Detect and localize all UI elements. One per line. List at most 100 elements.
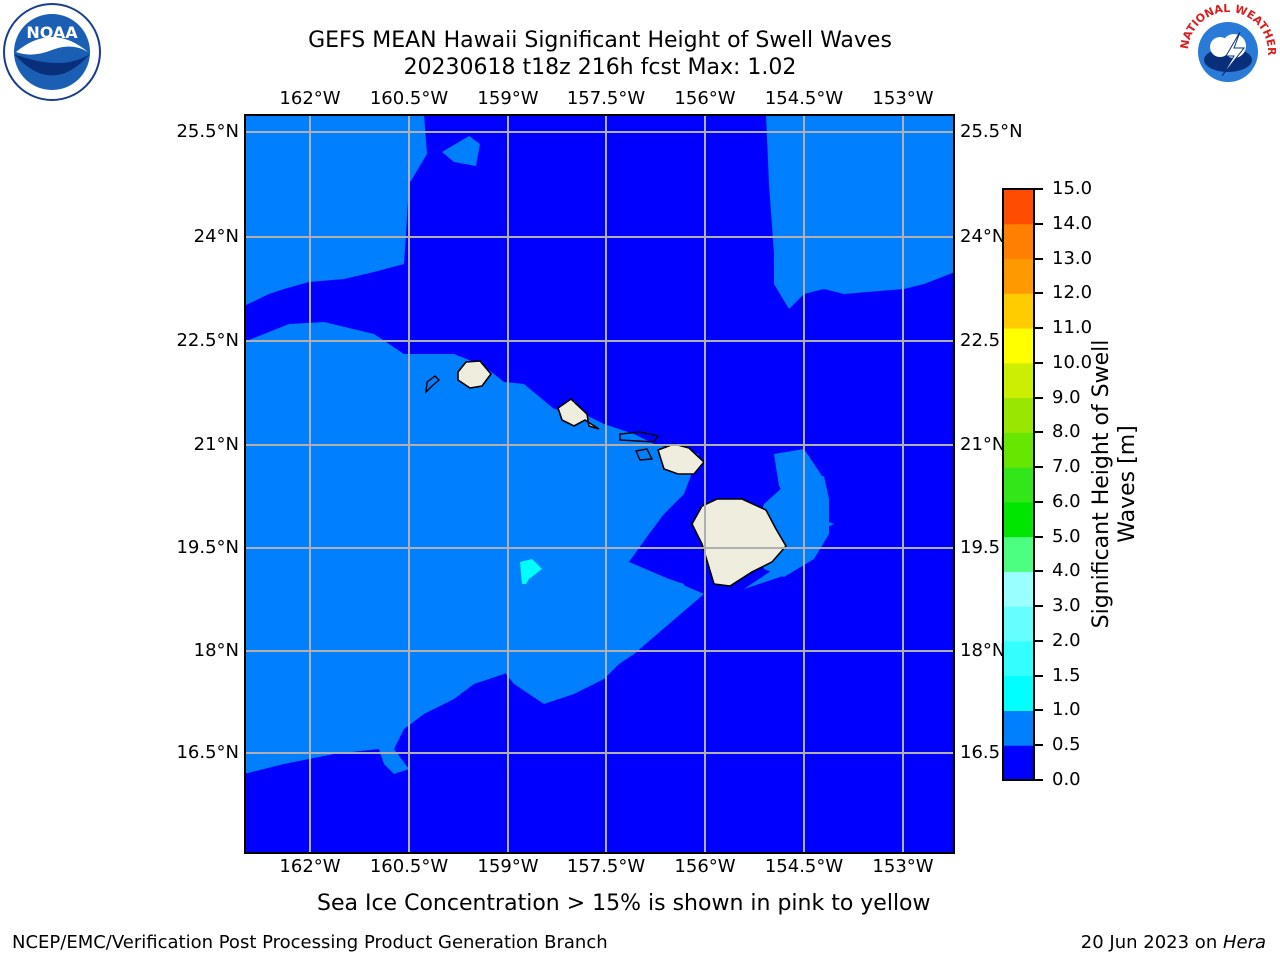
lat-label-right: 19.5: [960, 537, 1001, 558]
colorbar-swatch: [1003, 362, 1034, 399]
noaa-logo: NOAA: [3, 3, 101, 101]
lat-label-left: 18°N: [193, 640, 239, 661]
colorbar-tick-mark: [1035, 709, 1043, 712]
map-subtitle: 20230618 t18z 216h fcst Max: 1.02: [403, 55, 797, 80]
map-frame: [244, 114, 955, 854]
swell-map: [244, 114, 955, 854]
lat-label-right: 24°N: [960, 226, 1006, 247]
lon-label-bottom: 157.5°W: [566, 856, 646, 877]
colorbar-tick-label: 12.0: [1052, 282, 1093, 304]
colorbar-tick-label: 9.0: [1052, 386, 1081, 408]
colorbar-tick-mark: [1035, 361, 1043, 364]
colorbar-tick-label: 0.0: [1052, 769, 1081, 790]
colorbar-tick-mark: [1035, 779, 1043, 781]
swell-strip-south: [244, 564, 689, 704]
colorbar-tick-label: 2.0: [1052, 629, 1081, 651]
colorbar-tick-label: 5.0: [1052, 525, 1081, 547]
map-title: GEFS MEAN Hawaii Significant Height of S…: [308, 28, 892, 53]
sea-ice-note: Sea Ice Concentration > 15% is shown in …: [317, 891, 931, 916]
lon-label-top: 159°W: [477, 88, 539, 109]
cyan-patch: [520, 559, 542, 584]
colorbar-tick-mark: [1035, 605, 1043, 608]
colorbar-swatch: [1003, 258, 1034, 294]
lat-label-right: 22.5: [960, 330, 1001, 351]
island-oahu: [557, 397, 600, 430]
colorbar-swatch: [1003, 606, 1034, 642]
colorbar-tick-mark: [1035, 222, 1043, 225]
colorbar-frame: [1002, 188, 1035, 781]
colorbar-tick-label: 7.0: [1052, 456, 1081, 478]
island-lanai: [634, 448, 654, 461]
colorbar-swatch: [1003, 397, 1034, 433]
lon-label-bottom: 160.5°W: [369, 856, 449, 877]
lat-label-right: 16.5: [960, 742, 1001, 763]
colorbar-tick-mark: [1035, 431, 1043, 434]
lon-label-bottom: 159°W: [477, 856, 539, 877]
swell-patch-north: [442, 136, 480, 166]
lon-label-top: 154.5°W: [764, 88, 844, 109]
colorbar-tick-label: 11.0: [1052, 317, 1093, 339]
island-molokai: [619, 431, 660, 443]
island-hawaii: [691, 498, 787, 587]
colorbar-swatch: [1003, 293, 1034, 329]
lon-label-top: 157.5°W: [566, 88, 646, 109]
colorbar-swatch: [1003, 536, 1034, 572]
lat-label-right: 18°N: [960, 640, 1006, 661]
colorbar-tick-label: 8.0: [1052, 421, 1081, 443]
lon-label-bottom: 153°W: [872, 856, 934, 877]
colorbar-tick-label: 15.0: [1052, 178, 1093, 199]
colorbar-swatch: [1003, 675, 1034, 711]
swell-region-ne: [766, 114, 955, 309]
lat-label-left: 16.5°N: [176, 742, 239, 763]
colorbar-tick-label: 6.0: [1052, 490, 1081, 512]
island-niihau: [425, 375, 441, 394]
colorbar-swatch: [1003, 467, 1034, 503]
colorbar: [1002, 188, 1035, 781]
footer-date: 20 Jun 2023 on Hera: [1080, 932, 1266, 953]
colorbar-tick-label: 1.5: [1052, 664, 1081, 686]
colorbar-tick-mark: [1035, 744, 1043, 747]
lon-label-bottom: 156°W: [674, 856, 736, 877]
colorbar-tick-mark: [1035, 500, 1043, 503]
map-gridlines: [244, 114, 955, 854]
lon-label-top: 156°W: [674, 88, 736, 109]
svg-text:NOAA: NOAA: [26, 23, 78, 42]
colorbar-swatch: [1003, 640, 1034, 677]
colorbar-tick-mark: [1035, 188, 1043, 190]
colorbar-tick-mark: [1035, 639, 1043, 642]
lat-label-left: 22.5°N: [176, 330, 239, 351]
colorbar-tick-mark: [1035, 535, 1043, 538]
lon-label-bottom: 154.5°W: [764, 856, 844, 877]
colorbar-tick-label: 3.0: [1052, 595, 1081, 617]
colorbar-swatch: [1003, 745, 1034, 781]
lon-label-top: 162°W: [279, 88, 341, 109]
lat-label-left: 21°N: [193, 434, 239, 455]
colorbar-tick-mark: [1035, 396, 1043, 399]
colorbar-swatch: [1003, 223, 1034, 260]
colorbar-swatch: [1003, 501, 1034, 538]
lon-label-top: 160.5°W: [369, 88, 449, 109]
colorbar-tick-label: 0.5: [1052, 734, 1081, 756]
colorbar-tick-label: 13.0: [1052, 247, 1093, 269]
colorbar-swatch: [1003, 710, 1034, 746]
colorbar-swatch: [1003, 571, 1034, 607]
lon-label-top: 153°W: [872, 88, 934, 109]
colorbar-tick-label: 1.0: [1052, 699, 1081, 721]
lat-label-left: 19.5°N: [176, 537, 239, 558]
colorbar-tick-mark: [1035, 327, 1043, 330]
colorbar-label: Significant Height of Swell Waves [m]: [1089, 339, 1140, 629]
colorbar-tick-mark: [1035, 570, 1043, 573]
nws-logo: NATIONAL WEATHER SERVICE: [1178, 2, 1278, 99]
colorbar-tick-label: 14.0: [1052, 212, 1093, 234]
lon-label-bottom: 162°W: [279, 856, 341, 877]
colorbar-swatch: [1003, 189, 1034, 225]
colorbar-tick-mark: [1035, 674, 1043, 677]
colorbar-tick-mark: [1035, 466, 1043, 469]
lat-label-right: 25.5°N: [960, 121, 1023, 142]
lat-label-left: 24°N: [193, 226, 239, 247]
lat-label-right: 21°N: [960, 434, 1006, 455]
colorbar-tick-label: 4.0: [1052, 560, 1081, 582]
colorbar-swatch: [1003, 432, 1034, 468]
footer-branch: NCEP/EMC/Verification Post Processing Pr…: [12, 932, 608, 953]
island-kauai: [457, 360, 493, 389]
